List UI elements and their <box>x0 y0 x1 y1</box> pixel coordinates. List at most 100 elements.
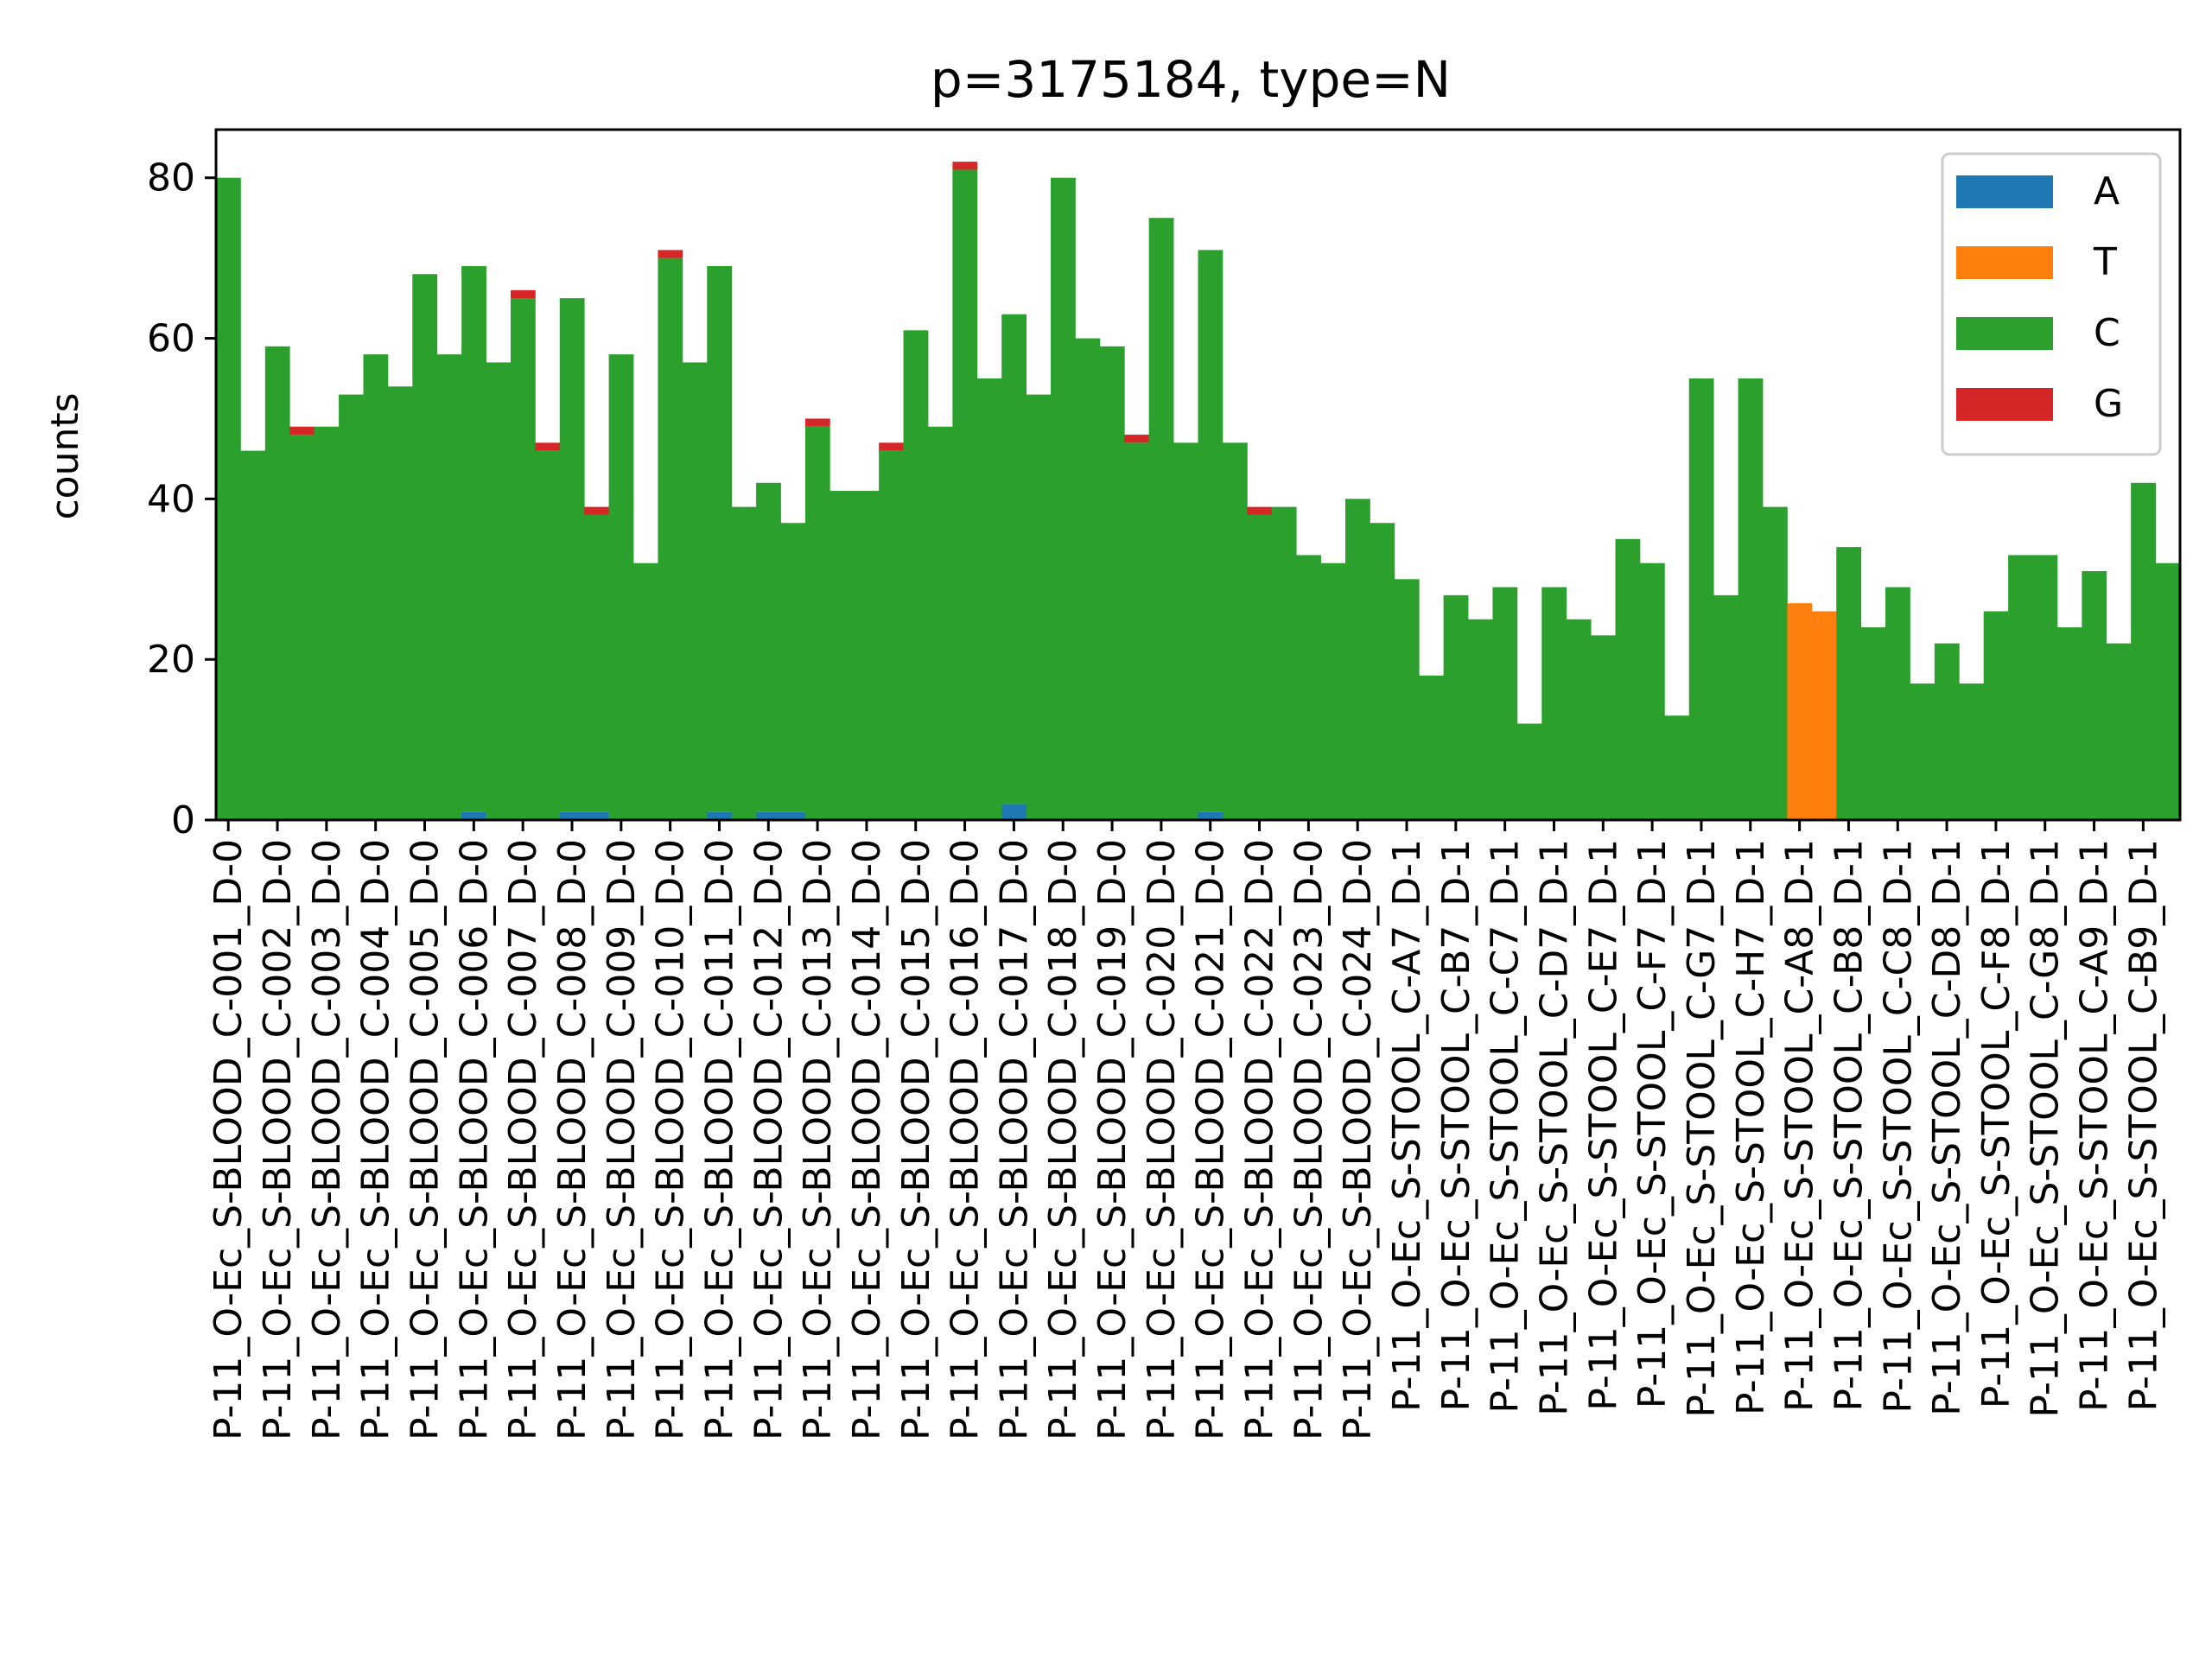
bar-segment-C <box>535 450 561 820</box>
bar-segment-C <box>879 450 904 820</box>
x-tick-label: P-11_O-Ec_S-STOOL_C-A9_D-1 <box>2073 839 2117 1412</box>
legend-box <box>1941 152 2162 456</box>
bar-segment-C <box>1983 611 2009 820</box>
legend-label-G: G <box>2094 382 2123 426</box>
bar-segment-G <box>952 162 978 170</box>
bar-segment-C <box>2032 555 2058 820</box>
bar-segment-C <box>1762 506 1788 820</box>
bar-segment-C <box>608 354 634 820</box>
x-tick-label: P-11_O-Ec_S-STOOL_C-D7_D-1 <box>1532 839 1576 1416</box>
bar-segment-C <box>1075 338 1101 820</box>
legend-swatch-T <box>1956 246 2053 279</box>
bar-segment-C <box>2131 482 2156 820</box>
bar-segment-G <box>289 426 315 435</box>
y-axis-label: counts <box>43 392 87 519</box>
bar-segment-C <box>510 298 536 821</box>
bar-segment-C <box>1639 563 1665 820</box>
bar-segment-C <box>1173 442 1198 820</box>
bar-segment-C <box>1541 587 1567 820</box>
x-tick-label: P-11_O-Ec_S-BLOOD_C-012_D-0 <box>747 839 791 1440</box>
x-tick-label: P-11_O-Ec_S-BLOOD_C-019_D-0 <box>1090 839 1135 1440</box>
bar-segment-C <box>1394 579 1420 820</box>
bar-segment-A <box>1001 804 1027 820</box>
bar-segment-C <box>1468 619 1493 820</box>
bar-segment-C <box>363 354 389 820</box>
bar-segment-C <box>804 426 830 820</box>
x-tick-label: P-11_O-Ec_S-BLOOD_C-014_D-0 <box>845 839 889 1440</box>
legend-label-A: A <box>2094 169 2120 213</box>
legend-label-T: T <box>2093 240 2117 284</box>
y-tick-label: 40 <box>147 477 195 521</box>
x-tick-label: P-11_O-Ec_S-BLOOD_C-009_D-0 <box>600 839 644 1440</box>
bar-segment-G <box>584 506 609 515</box>
bar-segment-A <box>1198 811 1224 820</box>
x-tick-label: P-11_O-Ec_S-BLOOD_C-024_D-0 <box>1336 839 1380 1440</box>
x-tick-label: P-11_O-Ec_S-BLOOD_C-023_D-0 <box>1287 839 1331 1440</box>
x-tick-label: P-11_O-Ec_S-STOOL_C-F8_D-1 <box>1974 839 2018 1408</box>
bar-segment-C <box>903 330 929 820</box>
x-tick-label: P-11_O-Ec_S-BLOOD_C-021_D-0 <box>1189 839 1233 1440</box>
bar-segment-C <box>927 426 953 820</box>
x-tick-label: P-11_O-Ec_S-BLOOD_C-006_D-0 <box>452 839 496 1440</box>
x-tick-label: P-11_O-Ec_S-STOOL_C-E7_D-1 <box>1581 839 1625 1411</box>
y-tick-label: 20 <box>147 638 195 682</box>
bar-segment-C <box>339 394 364 820</box>
bar-segment-C <box>1910 683 1936 820</box>
bar-segment-G <box>510 289 536 299</box>
bar-segment-C <box>1885 587 1910 820</box>
bar-segment-C <box>1615 538 1641 820</box>
legend-label-C: C <box>2094 311 2120 355</box>
bar-segment-C <box>780 523 806 812</box>
bar-segment-C <box>1099 346 1125 821</box>
bar-segment-C <box>314 426 340 820</box>
bar-segment-A <box>461 811 486 820</box>
bar-segment-C <box>2008 555 2033 820</box>
x-tick-label: P-11_O-Ec_S-BLOOD_C-022_D-0 <box>1238 839 1282 1440</box>
bar-segment-C <box>1051 177 1076 821</box>
y-tick-label: 80 <box>147 156 195 200</box>
bar-segment-C <box>1738 378 1764 820</box>
x-tick-label: P-11_O-Ec_S-STOOL_C-G8_D-1 <box>2024 839 2068 1418</box>
bar-segment-C <box>2056 627 2082 820</box>
x-tick-label: P-11_O-Ec_S-BLOOD_C-004_D-0 <box>354 839 398 1440</box>
x-tick-label: P-11_O-Ec_S-BLOOD_C-020_D-0 <box>1140 839 1184 1440</box>
bar-segment-C <box>1566 619 1592 820</box>
bars-layer <box>216 162 2181 821</box>
bar-segment-G <box>804 418 830 427</box>
x-tick-label: P-11_O-Ec_S-STOOL_C-B9_D-1 <box>2121 839 2165 1412</box>
x-axis: P-11_O-Ec_S-BLOOD_C-001_D-0 P-11_O-Ec_S-B… <box>207 820 2165 1440</box>
x-tick-label: P-11_O-Ec_S-BLOOD_C-003_D-0 <box>305 839 349 1440</box>
x-tick-label: P-11_O-Ec_S-BLOOD_C-013_D-0 <box>796 839 840 1440</box>
bar-segment-C <box>1296 555 1321 820</box>
bar-segment-A <box>559 811 585 820</box>
x-tick-label: P-11_O-Ec_S-BLOOD_C-001_D-0 <box>207 839 251 1440</box>
bar-segment-C <box>952 169 978 820</box>
bar-segment-C <box>1148 218 1174 820</box>
bar-segment-A <box>584 811 609 820</box>
x-tick-label: P-11_O-Ec_S-BLOOD_C-008_D-0 <box>550 839 594 1440</box>
x-tick-label: P-11_O-Ec_S-STOOL_C-C8_D-1 <box>1876 839 1920 1414</box>
bar-segment-C <box>1934 643 1960 820</box>
bar-segment-C <box>1419 675 1445 820</box>
x-tick-label: P-11_O-Ec_S-BLOOD_C-015_D-0 <box>894 839 938 1440</box>
x-tick-label: P-11_O-Ec_S-BLOOD_C-017_D-0 <box>992 839 1036 1440</box>
bar-segment-C <box>486 362 512 820</box>
bar-segment-T <box>1811 611 1837 820</box>
bar-segment-C <box>830 491 855 820</box>
bar-segment-C <box>731 506 757 820</box>
bar-segment-C <box>682 362 708 820</box>
bar-segment-C <box>240 450 266 820</box>
bar-segment-C <box>1344 499 1370 820</box>
x-tick-label: P-11_O-Ec_S-STOOL_C-B8_D-1 <box>1827 839 1871 1412</box>
bar-segment-C <box>264 346 290 821</box>
x-tick-label: P-11_O-Ec_S-STOOL_C-H7_D-1 <box>1729 839 1773 1415</box>
bar-segment-C <box>1026 394 1052 820</box>
bar-segment-G <box>658 250 683 258</box>
bar-segment-C <box>1222 442 1248 820</box>
bar-segment-G <box>1247 506 1273 515</box>
x-tick-label: P-11_O-Ec_S-STOOL_C-G7_D-1 <box>1680 839 1724 1418</box>
bar-segment-C <box>1860 627 1886 820</box>
legend-swatch-A <box>1956 175 2053 208</box>
